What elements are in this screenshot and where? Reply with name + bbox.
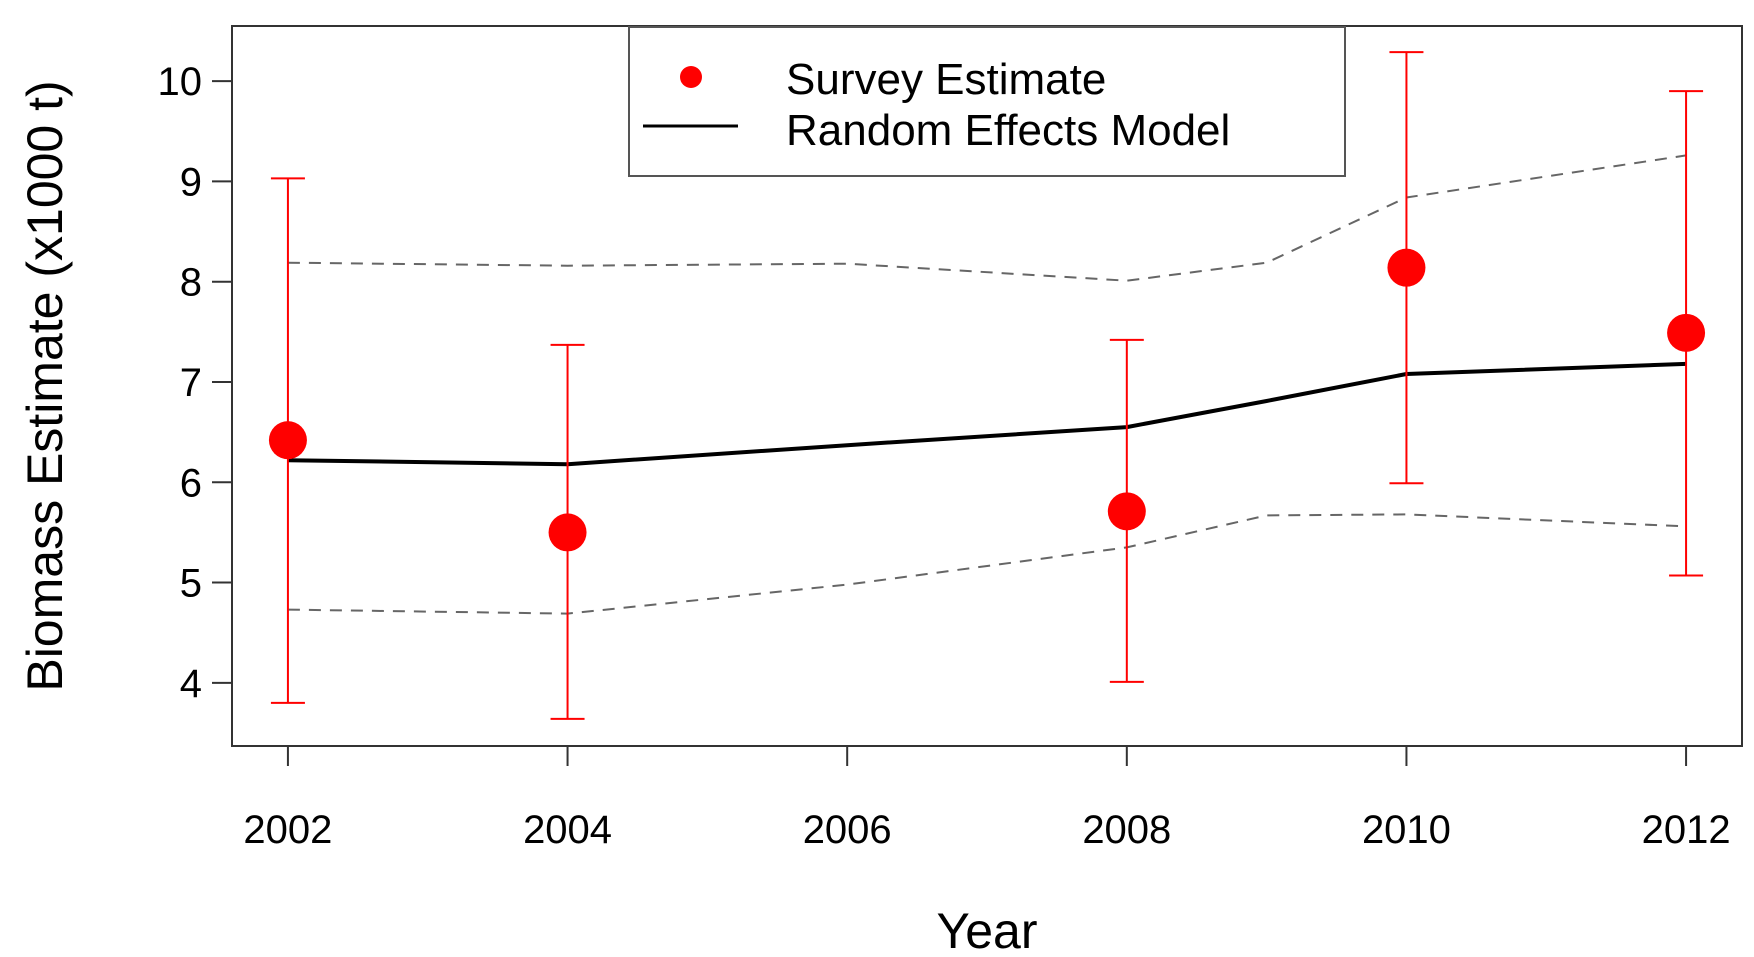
random-effects-model-line — [287, 361, 1687, 467]
x-tick-label-2012: 2012 — [1642, 808, 1731, 852]
y-tick-label-5: 5 — [180, 562, 202, 606]
x-tick-label-2008: 2008 — [1082, 808, 1171, 852]
survey-estimate-point-2002 — [268, 421, 307, 460]
survey-estimate-point-2012 — [1667, 313, 1706, 352]
model-lower-bound-line — [287, 513, 1687, 615]
legend: Survey Estimate Random Effects Model — [628, 26, 1346, 177]
x-axis-title: Year — [936, 903, 1037, 952]
survey-estimate-point-2010 — [1387, 248, 1426, 287]
survey-points — [268, 248, 1706, 552]
model-bounds — [287, 154, 1687, 615]
y-axis: 4 5 6 7 8 9 10 — [158, 60, 232, 706]
y-tick-label-9: 9 — [180, 160, 202, 204]
model-line-group — [287, 361, 1687, 467]
survey-estimate-point-2008 — [1107, 492, 1146, 531]
survey-estimate-point-2004 — [548, 513, 587, 552]
x-tick-label-2010: 2010 — [1362, 808, 1451, 852]
y-tick-label-7: 7 — [180, 361, 202, 405]
y-tick-label-8: 8 — [180, 261, 202, 305]
x-tick-label-2002: 2002 — [243, 808, 332, 852]
legend-box — [628, 26, 1346, 177]
x-tick-label-2004: 2004 — [523, 808, 612, 852]
x-tick-label-2006: 2006 — [803, 808, 892, 852]
legend-label-random-effects-model: Random Effects Model — [786, 106, 1230, 155]
y-axis-title: Biomass Estimate (x1000 t) — [17, 80, 73, 691]
legend-label-survey-estimate: Survey Estimate — [786, 55, 1106, 104]
y-tick-label-10: 10 — [158, 60, 203, 104]
y-tick-label-4: 4 — [180, 662, 202, 706]
y-tick-label-6: 6 — [180, 461, 202, 505]
legend-marker-survey-estimate — [680, 66, 702, 88]
x-axis: 2002 2004 2006 2008 2010 2012 — [243, 746, 1731, 852]
